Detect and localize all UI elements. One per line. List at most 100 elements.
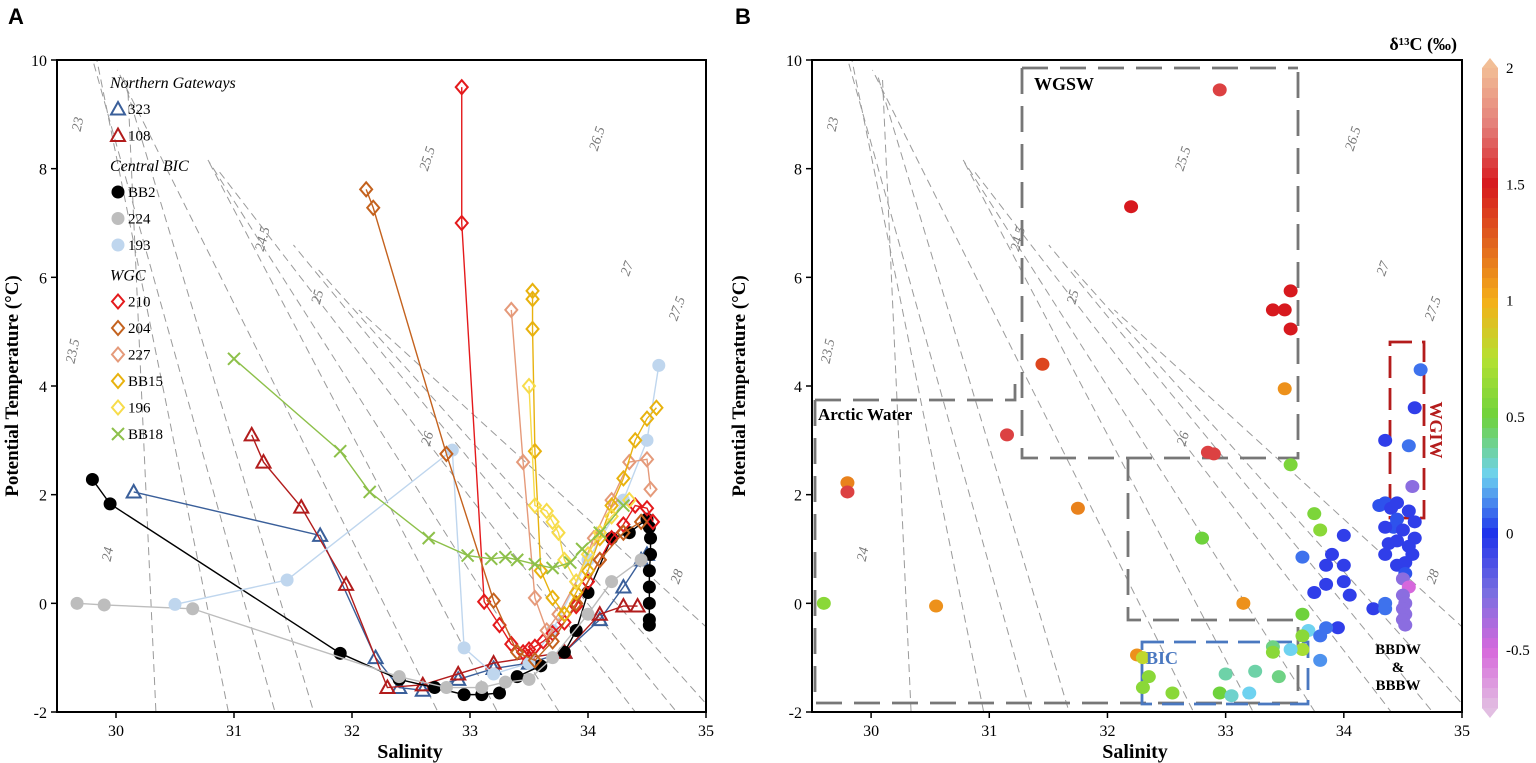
point-bb18-9 [545,561,560,575]
point-193-3 [457,641,471,655]
point-bb2-17 [644,531,658,545]
region-label-bbbw: BBBW [1375,678,1420,694]
point-bb2-9 [534,659,548,673]
point-30 [1313,653,1328,667]
point-bb15-8 [580,562,596,580]
series-bb15 [525,282,664,623]
colorbar-title: δ¹³C (‰) [1389,34,1457,55]
legend-marker-bb18 [111,427,125,441]
point-64 [1401,504,1416,518]
panel-b-xlabel: Salinity [1102,741,1168,763]
colorbar-segment-40 [1482,468,1498,479]
legend-marker-bb15 [110,372,126,390]
point-27 [1283,643,1298,657]
point-19 [816,596,831,610]
colorbar-segment-41 [1482,478,1498,489]
point-108-6 [449,664,467,681]
colorbar-segment-10 [1482,168,1498,179]
legend-label-227: 227 [128,348,151,364]
point-bb2-5 [457,688,471,702]
colorbar-segment-51 [1482,578,1498,589]
panel-a-isopycnal-23 [126,79,157,712]
panel-a-ytick-label-6: 6 [39,270,47,287]
panel-b-xtick-label-32: 32 [1099,723,1115,740]
colorbar-segment-36 [1482,428,1498,439]
point-2 [1265,303,1280,317]
colorbar-tick-2: 2 [1506,61,1514,77]
colorbar-segment-48 [1482,548,1498,559]
point-108-4 [378,678,397,695]
panel-a-isopycnal-label-27: 27 [618,259,637,278]
point-35 [1135,681,1150,695]
point-196-4 [551,524,566,542]
point-bb15-1 [525,290,540,308]
colorbar-segment-32 [1482,388,1498,399]
panel-b-ytick-label-2: 2 [794,488,802,505]
colorbar-segment-11 [1482,178,1498,189]
point-108-2 [292,498,310,514]
point-193-2 [445,443,459,457]
colorbar-segment-59 [1482,658,1498,669]
panel-b-ytick-label-10: 10 [786,53,802,70]
point-210-6 [521,640,537,659]
point-bb15-11 [616,469,631,487]
point-193-4 [487,667,501,681]
point-20 [929,599,944,613]
series-line-108 [251,434,638,689]
point-196-2 [539,502,555,520]
panel-a-isopycnal-label-25-5: 25.5 [417,145,439,173]
point-86 [1398,618,1413,632]
colorbar-segment-54 [1482,608,1498,619]
panel-a-legend: Northern Gateways 323 108 Central BIC BB2 224… [109,75,236,443]
panel-a-isopycnal-label-23-5: 23.5 [64,338,84,365]
panel-b-ytick-label-4: 4 [794,379,802,396]
point-224-4 [439,681,453,695]
point-bb2-10 [557,645,571,659]
panel-b-ytick-label-8: 8 [794,162,802,179]
colorbar-segment-47 [1482,538,1498,549]
point-bb2-19 [642,564,656,578]
colorbar-segment-6 [1482,128,1498,139]
colorbar-segment-25 [1482,318,1498,329]
point-3 [1277,303,1292,317]
point-bb18-6 [498,550,513,564]
point-4 [1283,284,1298,298]
point-196-10 [621,491,637,509]
point-196-8 [592,524,608,542]
colorbar-tick--0.5: -0.5 [1506,643,1530,659]
point-224-11 [634,553,648,567]
point-40 [1248,664,1263,678]
colorbar-segment-2 [1482,88,1498,99]
colorbar-segment-23 [1482,298,1498,309]
point-17 [1195,531,1209,545]
legend-label-193: 193 [128,238,151,254]
point-26 [1295,643,1310,657]
point-224-1 [97,598,111,612]
panel-b-isopycnal-label-26: 26 [1174,430,1193,448]
colorbar-segment-26 [1482,328,1498,339]
point-108-12 [628,597,647,613]
colorbar-bottom-cap [1482,708,1498,718]
point-bb2-20 [642,580,656,594]
legend-label-bb18: BB18 [128,427,163,443]
panel-b-isopycnal-24 [847,60,1031,712]
point-227-9 [639,450,655,468]
point-21 [1236,596,1251,610]
colorbar-segment-39 [1482,458,1498,469]
panel-b-isopycnal-26-5 [972,169,1392,712]
series-323 [124,482,656,697]
point-52 [1378,596,1393,610]
point-193-10 [652,358,666,372]
panel-b-xtick-label-34: 34 [1336,723,1352,740]
colorbar-segment-50 [1482,568,1498,579]
point-210-1 [454,214,470,232]
series-line-210 [461,87,654,654]
colorbar-segment-30 [1482,368,1498,379]
panel-a-xtick-label-35: 35 [698,723,714,740]
panel-a-ytick-label--2: -2 [34,705,47,722]
panel-b-ytick-label-6: 6 [794,270,802,287]
panel-b-isopycnal-label-25: 25 [1065,288,1083,305]
point-204-6 [545,632,560,650]
point-33 [1141,670,1156,684]
